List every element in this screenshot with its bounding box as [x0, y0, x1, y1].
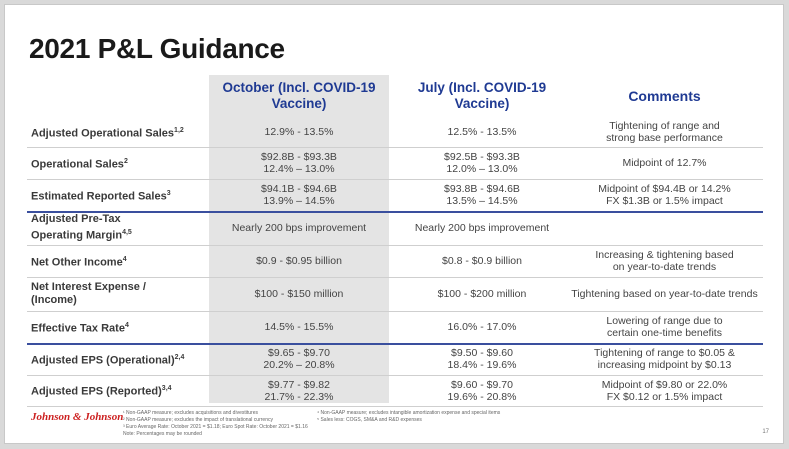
comment: Increasing & tightening based on year-to-… [595, 249, 734, 273]
july-value: $0.8 - $0.9 billion [442, 255, 522, 267]
table-row: Adjusted Operational Sales1,2 12.9% - 13.… [27, 117, 763, 148]
table-row: Net Interest Expense / (Income) $100 - $15… [27, 277, 763, 312]
row-label: Adjusted Pre-Tax Operating Margin4,5 [31, 213, 132, 242]
table-row: Net Other Income4 $0.9 - $0.95 billion $0.… [27, 245, 763, 278]
october-value: $9.77 - $9.82 21.7% - 22.3% [264, 378, 334, 403]
row-label: Estimated Reported Sales3 [31, 189, 171, 203]
july-value: $92.5B - $93.3B 12.0% – 13.0% [444, 151, 520, 175]
comment: Tightening based on year-to-date trends [571, 288, 758, 300]
july-value: $100 - $200 million [437, 288, 527, 300]
row-label: Adjusted EPS (Reported)3,4 [31, 385, 172, 398]
row-label: Adjusted Operational Sales1,2 [31, 126, 184, 140]
footnote: ⁵ Sales less: COGS, SM&A and R&D expense… [317, 417, 422, 423]
table-row: Adjusted EPS (Reported)3,4 $9.77 - $9.82 2… [27, 375, 763, 407]
july-value: $9.60 - $9.70 19.6% - 20.8% [447, 378, 517, 403]
comment [562, 211, 767, 245]
company-logo: Johnson & Johnson [31, 411, 124, 423]
october-value: $100 - $150 million [254, 288, 344, 300]
footnote: ² Non-GAAP measure; excludes the impact … [123, 417, 273, 423]
october-value: $9.65 - $9.70 20.2% – 20.8% [263, 347, 335, 371]
table-row: Adjusted Pre-Tax Operating Margin4,5 Nearl… [27, 211, 763, 246]
row-label: Operational Sales2 [31, 157, 128, 171]
row-label: Adjusted EPS (Operational)2,4 [31, 353, 185, 367]
table-row: Adjusted EPS (Operational)2,4 $9.65 - $9.… [27, 343, 763, 376]
july-value: $93.8B - $94.6B 13.5% – 14.5% [444, 183, 520, 207]
comment: Midpoint of 12.7% [622, 157, 707, 169]
july-value: 16.0% - 17.0% [447, 321, 517, 333]
july-value: 12.5% - 13.5% [447, 126, 517, 138]
footnote: ¹ Non-GAAP measure; excludes acquisition… [123, 410, 258, 416]
october-value: $94.1B - $94.6B 13.9% – 14.5% [261, 183, 337, 207]
comment: Tightening of range to $0.05 & increasing… [594, 347, 735, 371]
october-value: 14.5% - 15.5% [264, 321, 334, 333]
october-column-highlight [209, 75, 389, 403]
page-number: 17 [762, 429, 769, 435]
july-value: $9.50 - $9.60 18.4% - 19.6% [447, 347, 517, 371]
comment: Midpoint of $9.80 or 22.0% FX $0.12 or 1.… [601, 378, 728, 403]
october-value: $0.9 - $0.95 billion [256, 255, 342, 267]
footnote: ⁴ Non-GAAP measure; excludes intangible … [317, 410, 501, 416]
header-comments: Comments [628, 88, 701, 104]
july-value: Nearly 200 bps improvement [414, 222, 550, 234]
october-value: $92.8B - $93.3B 12.4% – 13.0% [261, 151, 337, 175]
october-value: Nearly 200 bps improvement [231, 222, 367, 234]
comment: Tightening of range and strong base perfo… [606, 120, 723, 144]
header-july: July (Incl. COVID-19 Vaccine) [417, 80, 547, 111]
header-october: October (Incl. COVID-19 Vaccine) [222, 80, 376, 111]
footnote: Note: Percentages may be rounded [123, 431, 202, 437]
row-label: Net Interest Expense / (Income) [31, 281, 146, 306]
slide: 2021 P&L Guidance October (Incl. COVID-1… [4, 4, 784, 444]
row-label: Effective Tax Rate4 [31, 321, 129, 335]
october-value: 12.9% - 13.5% [264, 126, 334, 138]
table-row: Effective Tax Rate4 14.5% - 15.5% 16.0% - … [27, 311, 763, 345]
table-row: Estimated Reported Sales3 $94.1B - $94.6B… [27, 179, 763, 213]
comment: Lowering of range due to certain one-time… [606, 315, 723, 339]
slide-title: 2021 P&L Guidance [29, 33, 285, 64]
row-label: Net Other Income4 [31, 255, 127, 269]
comment: Midpoint of $94.4B or 14.2% FX $1.3B or 1… [598, 183, 731, 207]
footnote: ³ Euro Average Rate: October 2021 = $1.1… [123, 424, 308, 430]
table-row: Operational Sales2 $92.8B - $93.3B 12.4% –… [27, 147, 763, 180]
